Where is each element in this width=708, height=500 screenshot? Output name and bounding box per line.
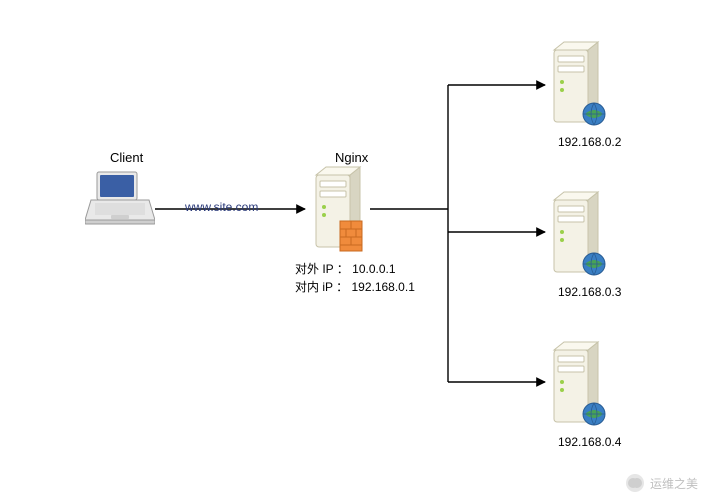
nginx-internal-ip: 对内 iP ： 192.168.0.1 [295, 278, 415, 295]
watermark: 运维之美 [626, 474, 698, 492]
watermark-text: 运维之美 [650, 475, 698, 492]
server-node-1 [548, 40, 606, 133]
nginx-label: Nginx [335, 150, 368, 165]
server-node-3 [548, 340, 606, 433]
nginx-int-ip-value: 192.168.0.1 [351, 280, 414, 294]
nginx-node [310, 165, 368, 258]
wechat-icon [626, 474, 644, 492]
nginx-ext-ip-label: 对外 IP ： [295, 262, 349, 276]
client-label: Client [110, 150, 143, 165]
nginx-external-ip: 对外 IP ： 10.0.0.1 [295, 260, 396, 277]
server-node-2 [548, 190, 606, 283]
diagram-canvas: Client Nginx 对外 IP ： 10.0.0.1 对内 iP ： 19… [0, 0, 708, 500]
server-1-ip: 192.168.0.2 [558, 135, 621, 149]
client-node [85, 170, 155, 230]
client-nginx-edge-label: www.site.com [185, 200, 258, 214]
nginx-int-ip-label: 对内 iP ： [295, 280, 348, 294]
nginx-ext-ip-value: 10.0.0.1 [352, 262, 395, 276]
server-3-ip: 192.168.0.4 [558, 435, 621, 449]
server-2-ip: 192.168.0.3 [558, 285, 621, 299]
